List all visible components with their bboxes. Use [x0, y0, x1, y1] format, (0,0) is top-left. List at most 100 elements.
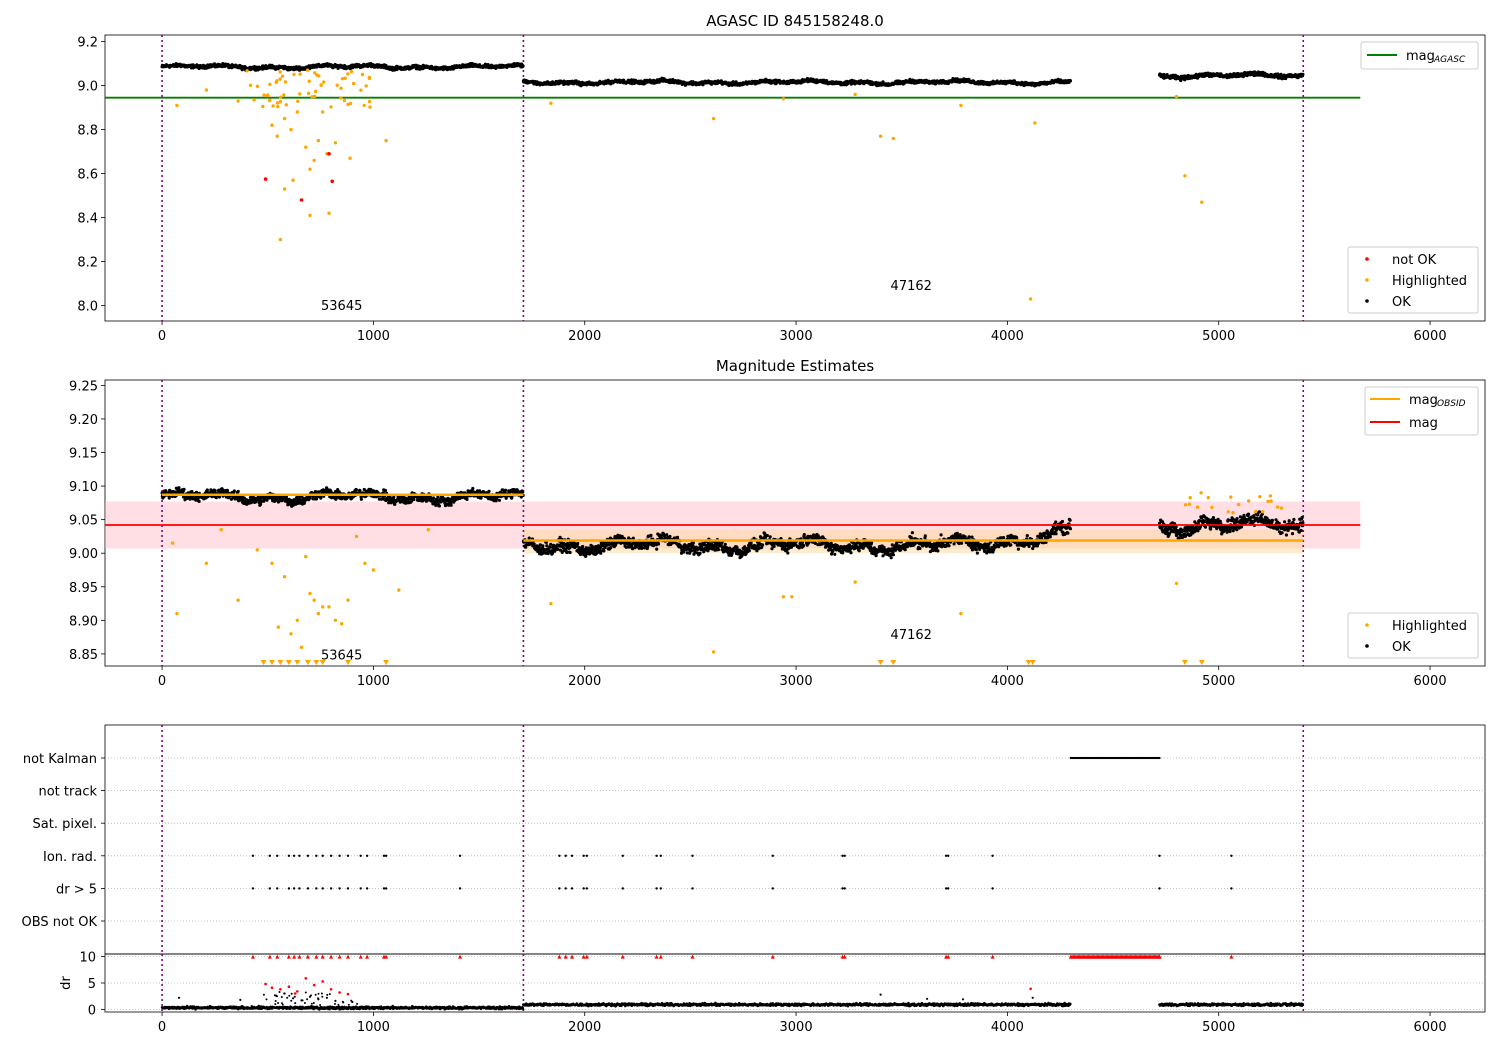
- magnitude-estimates-panel: Magnitude Estimates 0 1000 2000 3000 4000 500…: [69, 357, 1486, 689]
- ok-point: [549, 542, 553, 547]
- highlighted-point: [283, 80, 288, 84]
- highlighted-point: [346, 102, 350, 107]
- panel1-xtick-label: 6000: [1414, 329, 1447, 344]
- not-ok-point: [263, 177, 268, 181]
- highlighted-point: [289, 127, 293, 132]
- ok-point: [359, 497, 363, 501]
- ok-point: [581, 544, 585, 549]
- highlighted-point: [384, 138, 388, 143]
- highlighted-point: [262, 93, 266, 97]
- ok-point: [532, 542, 536, 546]
- ok-point: [354, 488, 358, 492]
- highlighted-point: [319, 83, 323, 87]
- panel1-ytick-label: 8.6: [77, 168, 98, 183]
- panel2-ytick-label: 9.05: [69, 514, 98, 529]
- highlighted-point: [340, 77, 345, 81]
- ok-point: [802, 543, 806, 548]
- ok-point: [761, 543, 765, 547]
- legend-label: not OK: [1392, 253, 1437, 268]
- ok-point: [747, 549, 751, 553]
- ok-point: [576, 541, 580, 546]
- ok-point: [548, 545, 552, 549]
- highlighted-point: [364, 84, 368, 88]
- ok-point: [412, 498, 416, 502]
- ok-point: [197, 499, 201, 503]
- highlighted-point: [175, 103, 179, 108]
- highlighted-point: [274, 80, 278, 85]
- highlighted-point: [781, 97, 786, 101]
- highlighted-point: [308, 167, 312, 171]
- ok-point: [503, 488, 508, 492]
- highlighted-point: [236, 99, 240, 103]
- highlighted-point: [342, 98, 347, 103]
- highlighted-point: [306, 91, 311, 96]
- ok-point: [691, 541, 695, 545]
- panel2-title: Magnitude Estimates: [716, 357, 874, 375]
- highlighted-point: [278, 70, 282, 74]
- ok-point: [723, 542, 727, 546]
- ok-point: [765, 533, 769, 538]
- highlighted-point: [296, 99, 300, 103]
- ok-point: [692, 552, 696, 556]
- ok-point: [556, 547, 560, 552]
- highlighted-point: [349, 70, 354, 74]
- panel1-title: AGASC ID 845158248.0: [706, 12, 884, 30]
- legend-label: OK: [1392, 295, 1411, 310]
- legend-marker: [1365, 299, 1369, 303]
- panel1-ytick-label: 9.0: [77, 80, 98, 95]
- highlighted-point: [549, 101, 553, 105]
- highlighted-point: [359, 88, 363, 92]
- highlighted-point: [245, 69, 249, 73]
- ok-point: [649, 533, 653, 538]
- ok-point: [602, 549, 606, 553]
- panel2-ytick-label: 9.15: [69, 447, 98, 462]
- ok-point: [465, 497, 469, 501]
- obsid-label: 47162: [891, 279, 932, 294]
- ok-point: [786, 551, 790, 555]
- highlighted-point: [321, 110, 325, 114]
- panel2-xtick-label: 4000: [991, 674, 1024, 689]
- panel1-xtick-label: 4000: [991, 329, 1024, 344]
- ok-point: [232, 489, 236, 493]
- highlighted-point: [304, 145, 308, 149]
- ok-point: [802, 533, 806, 537]
- highlighted-point: [368, 105, 372, 109]
- highlighted-point: [295, 110, 299, 114]
- ok-point: [225, 488, 229, 492]
- panel2-ytick-label: 8.95: [69, 581, 98, 596]
- highlighted-point: [275, 134, 279, 138]
- highlighted-point: [282, 187, 287, 191]
- ok-point: [213, 489, 217, 493]
- highlighted-point: [329, 105, 333, 109]
- ok-point: [568, 550, 572, 555]
- highlighted-point: [308, 213, 312, 218]
- panel1-frame: [104, 34, 1486, 322]
- ok-point: [656, 542, 661, 546]
- highlighted-point: [333, 141, 338, 145]
- panel2-ytick-label: 9.25: [69, 379, 98, 394]
- panel1-xtick-label: 0: [158, 329, 166, 344]
- obsid-label: 53645: [321, 299, 362, 314]
- highlighted-point: [346, 72, 350, 76]
- not-ok-point: [330, 179, 335, 184]
- highlighted-point: [298, 72, 302, 76]
- legend-label: mag: [1406, 49, 1435, 64]
- highlighted-point: [878, 134, 883, 138]
- ok-point: [545, 544, 549, 548]
- panel1-ytick-label: 8.4: [77, 212, 98, 227]
- highlighted-point: [248, 83, 253, 88]
- highlighted-point: [367, 76, 372, 81]
- ok-point: [1301, 72, 1305, 76]
- highlighted-point: [266, 93, 270, 97]
- not-ok-point: [299, 198, 304, 202]
- legend-marker: [1365, 257, 1369, 261]
- highlighted-point: [255, 84, 260, 89]
- highlighted-point: [322, 80, 326, 84]
- ok-point: [358, 489, 362, 493]
- ok-point: [747, 546, 751, 550]
- panel2-xtick-label: 3000: [780, 674, 813, 689]
- panel1-ytick-label: 8.0: [77, 300, 98, 315]
- highlighted-point: [312, 158, 316, 163]
- highlighted-point: [339, 96, 343, 100]
